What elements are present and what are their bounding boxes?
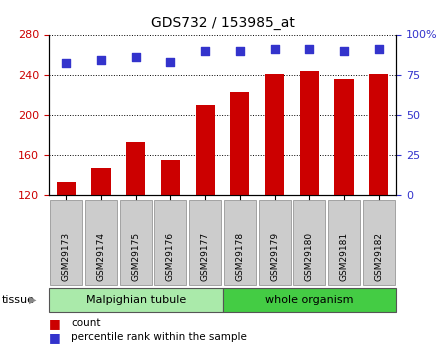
- Point: [306, 46, 313, 52]
- Text: GSM29177: GSM29177: [201, 232, 210, 281]
- Point: [340, 48, 348, 53]
- Point: [271, 46, 278, 52]
- Text: GSM29176: GSM29176: [166, 232, 175, 281]
- Text: GSM29179: GSM29179: [270, 232, 279, 281]
- Bar: [161, 160, 180, 195]
- Text: GSM29174: GSM29174: [97, 232, 105, 281]
- Point: [167, 59, 174, 65]
- Text: ▶: ▶: [29, 295, 36, 305]
- Text: GSM29180: GSM29180: [305, 232, 314, 281]
- Text: ■: ■: [49, 331, 61, 344]
- Point: [97, 57, 105, 63]
- Text: GSM29173: GSM29173: [62, 232, 71, 281]
- Text: GSM29182: GSM29182: [374, 232, 383, 281]
- Text: percentile rank within the sample: percentile rank within the sample: [71, 332, 247, 342]
- Point: [375, 46, 382, 52]
- Bar: [196, 105, 214, 195]
- Point: [132, 54, 139, 60]
- Bar: [369, 73, 388, 195]
- Point: [236, 48, 243, 53]
- Text: ■: ■: [49, 317, 61, 329]
- Text: GSM29175: GSM29175: [131, 232, 140, 281]
- Bar: [231, 92, 249, 195]
- Bar: [335, 79, 353, 195]
- Point: [63, 61, 70, 66]
- Bar: [265, 73, 284, 195]
- Bar: [57, 182, 76, 195]
- Bar: [92, 168, 110, 195]
- Bar: [300, 71, 319, 195]
- Text: Malpighian tubule: Malpighian tubule: [85, 295, 186, 305]
- Text: tissue: tissue: [2, 295, 35, 305]
- Text: whole organism: whole organism: [265, 295, 353, 305]
- Text: GDS732 / 153985_at: GDS732 / 153985_at: [150, 16, 295, 30]
- Text: GSM29181: GSM29181: [340, 232, 348, 281]
- Text: count: count: [71, 318, 101, 328]
- Text: GSM29178: GSM29178: [235, 232, 244, 281]
- Bar: [126, 142, 145, 195]
- Point: [202, 48, 209, 53]
